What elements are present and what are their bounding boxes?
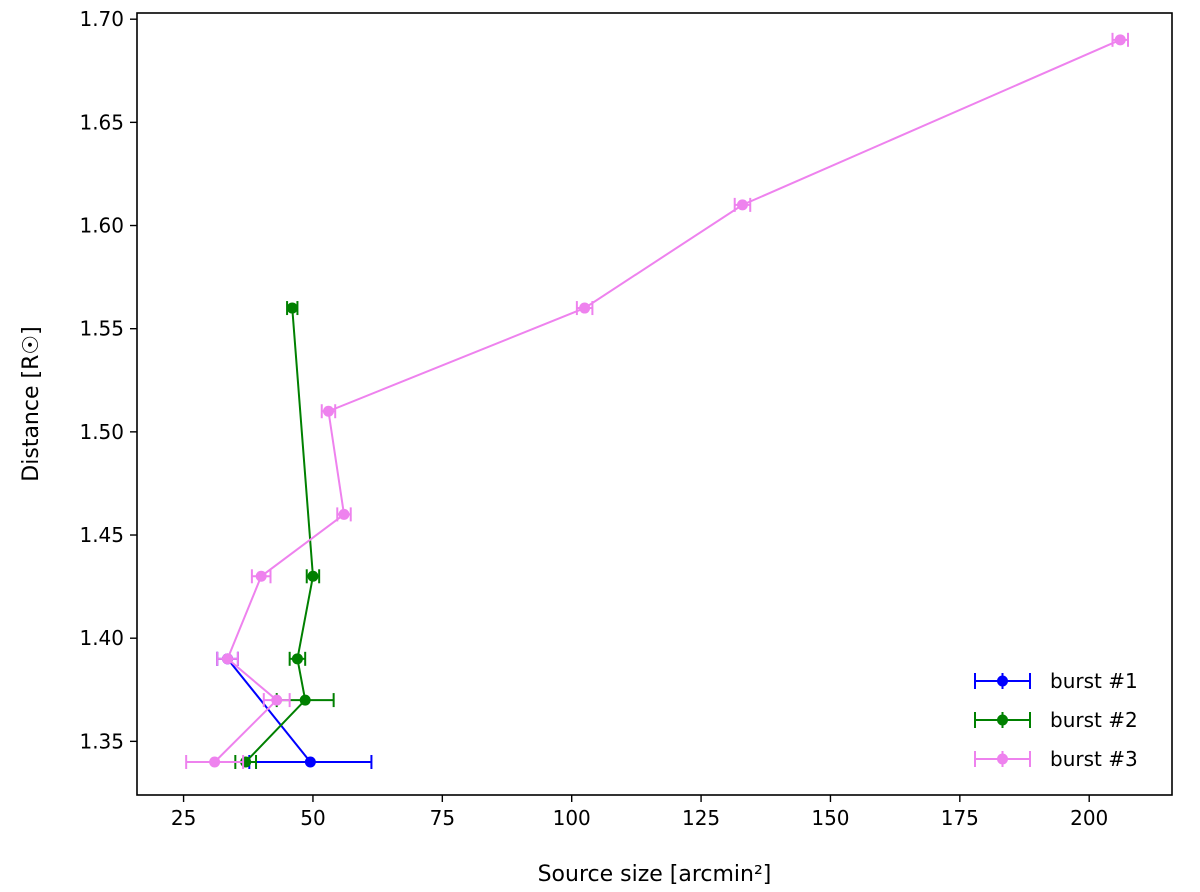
data-point bbox=[291, 653, 303, 665]
plot-area bbox=[185, 32, 1130, 769]
data-point bbox=[304, 756, 316, 768]
y-tick-label: 1.70 bbox=[79, 7, 124, 31]
legend-marker bbox=[997, 753, 1008, 765]
legend-label: burst #3 bbox=[1050, 747, 1138, 771]
data-point bbox=[255, 570, 267, 582]
x-axis: 25 50 75 100 125 150 175 200 bbox=[171, 795, 1108, 830]
y-tick-label: 1.55 bbox=[79, 317, 124, 341]
axes-frame bbox=[136, 12, 1173, 796]
data-point bbox=[286, 302, 298, 314]
data-point bbox=[222, 653, 234, 665]
x-tick-label: 100 bbox=[553, 806, 591, 830]
legend-label: burst #1 bbox=[1050, 669, 1138, 693]
x-tick-label: 150 bbox=[811, 806, 849, 830]
data-point bbox=[322, 405, 334, 417]
series-burst-3 bbox=[185, 32, 1130, 769]
data-point bbox=[209, 756, 221, 768]
legend-marker bbox=[997, 714, 1008, 726]
data-point bbox=[271, 694, 283, 706]
x-tick-label: 200 bbox=[1070, 806, 1108, 830]
series-line bbox=[226, 658, 312, 763]
data-point bbox=[307, 570, 319, 582]
data-point bbox=[299, 694, 311, 706]
legend-marker bbox=[997, 675, 1008, 687]
data-point bbox=[1114, 34, 1126, 46]
legend-label: burst #2 bbox=[1050, 708, 1138, 732]
data-point bbox=[736, 199, 748, 211]
y-tick-label: 1.45 bbox=[79, 523, 124, 547]
legend: burst #1 burst #2 burst #3 bbox=[974, 669, 1138, 771]
y-axis: 1.35 1.40 1.45 1.50 1.55 1.60 1.65 1.70 bbox=[79, 7, 137, 753]
x-axis-title: Source size [arcmin²] bbox=[538, 862, 772, 887]
x-tick-label: 25 bbox=[171, 806, 196, 830]
x-tick-label: 175 bbox=[941, 806, 979, 830]
y-tick-label: 1.40 bbox=[79, 626, 124, 650]
x-tick-label: 125 bbox=[682, 806, 720, 830]
y-tick-label: 1.35 bbox=[79, 729, 124, 753]
x-tick-label: 75 bbox=[430, 806, 455, 830]
y-tick-label: 1.65 bbox=[79, 110, 124, 134]
data-point bbox=[338, 508, 350, 520]
series-burst-2 bbox=[234, 301, 335, 769]
y-axis-title: Distance [R☉] bbox=[19, 326, 44, 481]
data-point bbox=[579, 302, 591, 314]
y-tick-label: 1.50 bbox=[79, 420, 124, 444]
y-tick-label: 1.60 bbox=[79, 214, 124, 238]
x-tick-label: 50 bbox=[300, 806, 325, 830]
